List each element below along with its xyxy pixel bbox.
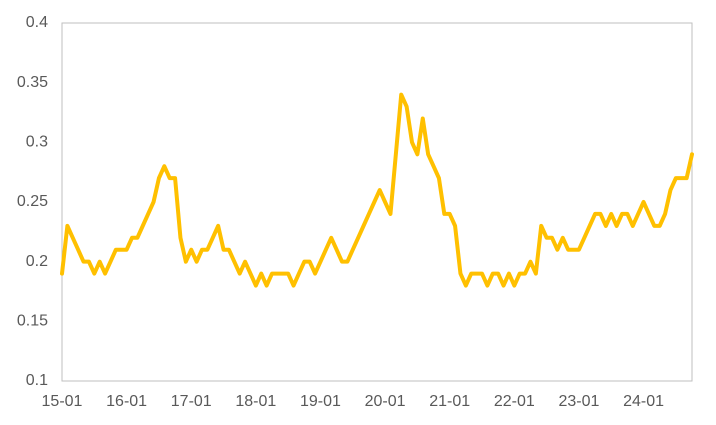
x-tick-label: 24-01 — [623, 393, 664, 410]
x-tick-label: 22-01 — [494, 393, 535, 410]
x-tick-label: 18-01 — [235, 393, 276, 410]
x-tick-label: 21-01 — [429, 393, 470, 410]
x-tick-label: 23-01 — [558, 393, 599, 410]
x-tick-label: 15-01 — [42, 393, 83, 410]
x-tick-label: 17-01 — [171, 393, 212, 410]
line-series — [60, 92, 694, 288]
y-tick-label: 0.2 — [26, 253, 48, 270]
x-tick-label: 20-01 — [365, 393, 406, 410]
y-tick-label: 0.4 — [26, 14, 48, 31]
plot-frame — [61, 22, 693, 382]
y-tick-label: 0.3 — [26, 134, 48, 151]
y-tick-label: 0.15 — [17, 313, 48, 330]
y-tick-label: 0.1 — [26, 372, 48, 389]
x-tick-label: 16-01 — [106, 393, 147, 410]
y-tick-label: 0.35 — [17, 74, 48, 91]
y-tick-label: 0.25 — [17, 193, 48, 210]
x-tick-label: 19-01 — [300, 393, 341, 410]
